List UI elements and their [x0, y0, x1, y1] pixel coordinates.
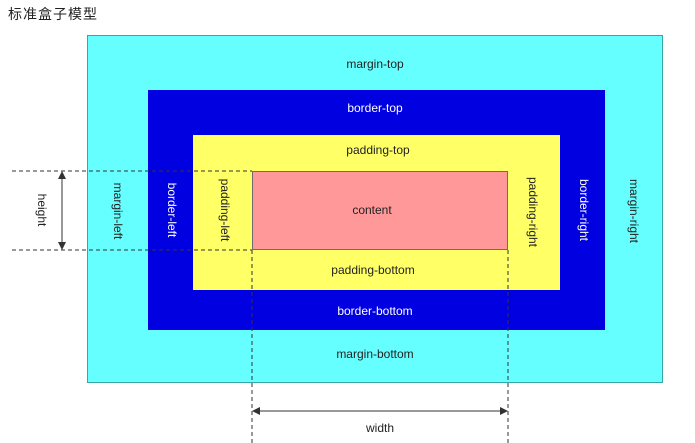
padding-bottom-label: padding-bottom [331, 263, 415, 277]
border-right-label: border-right [577, 178, 591, 242]
width-label: width [365, 421, 395, 435]
content-area [252, 171, 508, 250]
margin-left-label: margin-left [111, 182, 125, 240]
diagram-title: 标准盒子模型 [8, 7, 98, 23]
margin-top-label: margin-top [346, 57, 404, 71]
padding-top-label: padding-top [346, 143, 410, 157]
height-arrowhead-top [58, 171, 66, 179]
margin-bottom-label: margin-bottom [336, 347, 414, 361]
border-top-label: border-top [347, 101, 403, 115]
border-bottom-label: border-bottom [337, 304, 413, 318]
width-arrowhead-right [500, 407, 508, 415]
margin-right-label: margin-right [627, 178, 641, 244]
padding-right-label: padding-right [526, 176, 540, 248]
height-arrowhead-bottom [58, 242, 66, 250]
width-arrowhead-left [252, 407, 260, 415]
border-left-label: border-left [165, 182, 179, 238]
padding-left-label: padding-left [218, 178, 232, 242]
content-label: content [352, 203, 392, 217]
height-label: height [35, 193, 49, 227]
